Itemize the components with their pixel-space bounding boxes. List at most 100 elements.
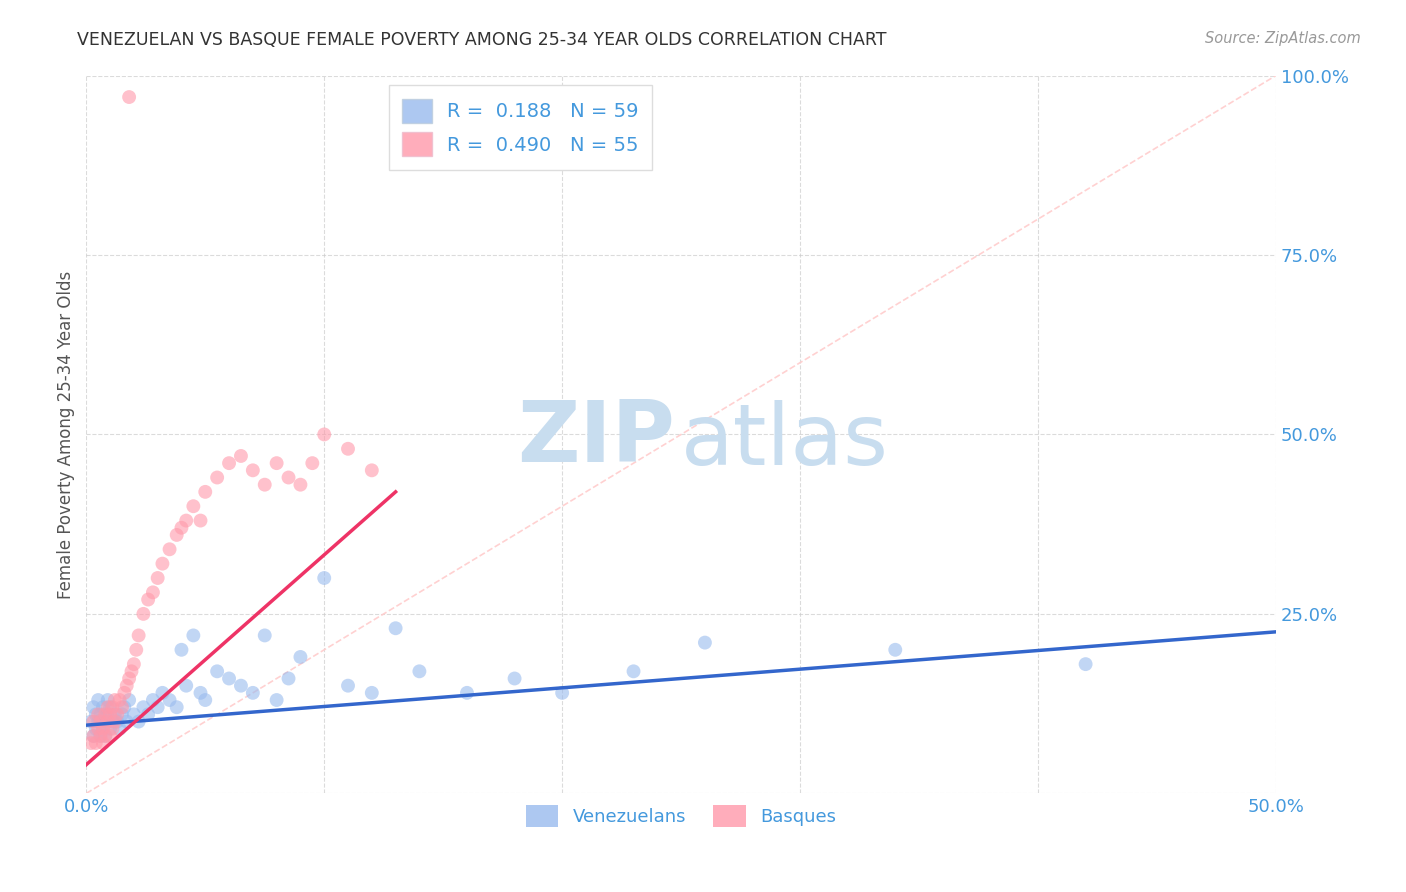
Point bbox=[229, 679, 252, 693]
Point bbox=[337, 442, 360, 456]
Point bbox=[84, 722, 107, 736]
Point bbox=[121, 665, 143, 679]
Point bbox=[183, 628, 205, 642]
Point bbox=[111, 700, 134, 714]
Point bbox=[82, 714, 104, 729]
Point bbox=[136, 592, 159, 607]
Point bbox=[87, 707, 110, 722]
Point bbox=[266, 693, 288, 707]
Point bbox=[242, 686, 264, 700]
Point bbox=[91, 722, 114, 736]
Point bbox=[194, 484, 217, 499]
Text: Source: ZipAtlas.com: Source: ZipAtlas.com bbox=[1205, 31, 1361, 46]
Point bbox=[266, 456, 288, 470]
Point bbox=[314, 571, 336, 585]
Point bbox=[84, 707, 107, 722]
Point bbox=[125, 642, 148, 657]
Point bbox=[253, 477, 276, 491]
Point bbox=[82, 729, 104, 743]
Point bbox=[97, 714, 120, 729]
Point bbox=[87, 722, 110, 736]
Point bbox=[105, 707, 128, 722]
Point bbox=[90, 714, 112, 729]
Point bbox=[301, 456, 323, 470]
Legend: Venezuelans, Basques: Venezuelans, Basques bbox=[519, 798, 844, 835]
Point bbox=[142, 693, 165, 707]
Point bbox=[884, 642, 907, 657]
Point bbox=[136, 707, 159, 722]
Y-axis label: Female Poverty Among 25-34 Year Olds: Female Poverty Among 25-34 Year Olds bbox=[58, 270, 75, 599]
Point bbox=[128, 714, 150, 729]
Point bbox=[159, 542, 181, 557]
Point bbox=[94, 714, 117, 729]
Point bbox=[253, 628, 276, 642]
Point bbox=[104, 714, 127, 729]
Point bbox=[98, 707, 121, 722]
Point bbox=[122, 657, 145, 672]
Point bbox=[174, 514, 197, 528]
Point bbox=[82, 729, 104, 743]
Point bbox=[104, 707, 127, 722]
Point bbox=[91, 722, 114, 736]
Point bbox=[170, 521, 193, 535]
Point bbox=[218, 672, 240, 686]
Point bbox=[623, 665, 645, 679]
Point bbox=[290, 650, 312, 665]
Point bbox=[98, 722, 121, 736]
Point bbox=[80, 736, 103, 750]
Text: VENEZUELAN VS BASQUE FEMALE POVERTY AMONG 25-34 YEAR OLDS CORRELATION CHART: VENEZUELAN VS BASQUE FEMALE POVERTY AMON… bbox=[77, 31, 887, 49]
Point bbox=[118, 693, 141, 707]
Point bbox=[166, 700, 188, 714]
Point bbox=[146, 571, 169, 585]
Point bbox=[115, 679, 138, 693]
Point bbox=[551, 686, 574, 700]
Point bbox=[97, 700, 120, 714]
Point bbox=[277, 672, 299, 686]
Point bbox=[118, 672, 141, 686]
Point bbox=[142, 585, 165, 599]
Point bbox=[152, 686, 174, 700]
Point bbox=[190, 686, 212, 700]
Point bbox=[108, 693, 131, 707]
Point bbox=[90, 729, 112, 743]
Point bbox=[159, 693, 181, 707]
Point bbox=[337, 679, 360, 693]
Point bbox=[80, 714, 103, 729]
Point bbox=[146, 700, 169, 714]
Point bbox=[183, 500, 205, 514]
Point bbox=[94, 729, 117, 743]
Point bbox=[128, 628, 150, 642]
Point bbox=[384, 621, 406, 635]
Point bbox=[290, 477, 312, 491]
Point bbox=[132, 607, 155, 621]
Point bbox=[87, 693, 110, 707]
Point bbox=[112, 700, 135, 714]
Point bbox=[115, 714, 138, 729]
Point bbox=[87, 714, 110, 729]
Point bbox=[205, 665, 228, 679]
Point bbox=[194, 693, 217, 707]
Text: ZIP: ZIP bbox=[517, 397, 675, 480]
Point bbox=[122, 707, 145, 722]
Point bbox=[190, 514, 212, 528]
Point bbox=[229, 449, 252, 463]
Point bbox=[91, 700, 114, 714]
Point bbox=[205, 470, 228, 484]
Point bbox=[101, 722, 124, 736]
Point bbox=[277, 470, 299, 484]
Point bbox=[84, 736, 107, 750]
Point bbox=[132, 700, 155, 714]
Point bbox=[101, 700, 124, 714]
Point bbox=[90, 729, 112, 743]
Point bbox=[82, 700, 104, 714]
Point bbox=[94, 707, 117, 722]
Point bbox=[101, 714, 124, 729]
Point bbox=[90, 707, 112, 722]
Point bbox=[91, 736, 114, 750]
Point bbox=[242, 463, 264, 477]
Point bbox=[98, 729, 121, 743]
Point bbox=[408, 665, 430, 679]
Point bbox=[503, 672, 526, 686]
Point bbox=[152, 557, 174, 571]
Point bbox=[693, 635, 716, 649]
